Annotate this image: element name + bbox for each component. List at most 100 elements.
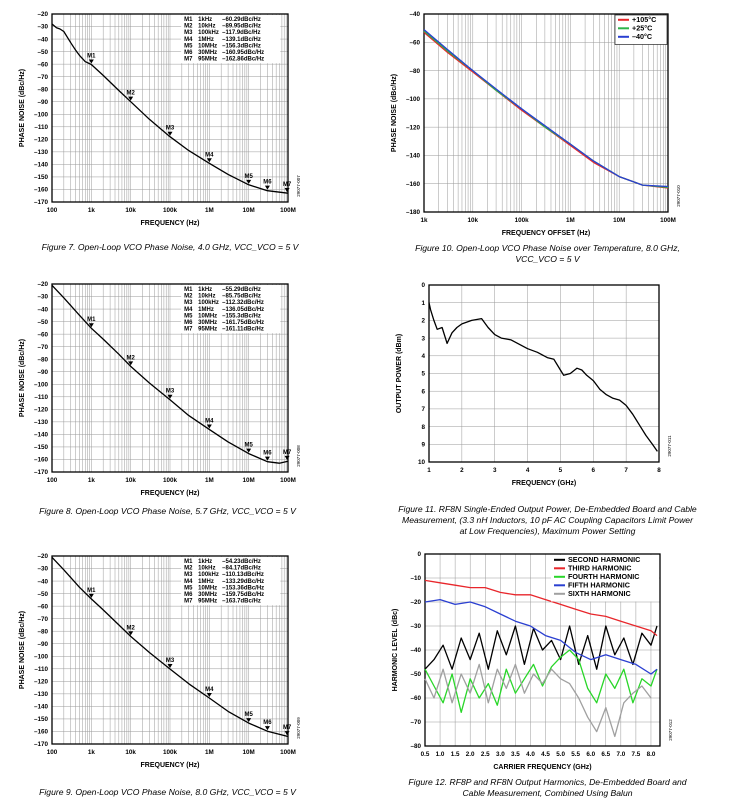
x-tick-label: 100k (163, 749, 178, 756)
figure-10-panel: –40 –60 –80 –100 –120 –140 –160 –180 1k 10k 100k 1M… (365, 0, 730, 270)
marker-triangle (264, 185, 270, 190)
marker-table-freq: 100kHz (198, 300, 219, 306)
x-tick-label: 2 (460, 467, 464, 474)
y-tick-label: –130 (34, 691, 49, 698)
y-tick-label: –30 (37, 566, 48, 573)
x-tick-label: 6.0 (586, 751, 595, 758)
marker-label: M4 (205, 418, 214, 424)
marker-label: M2 (126, 91, 135, 97)
marker-table-id: M2 (184, 294, 193, 300)
marker-table-id: M6 (184, 592, 193, 598)
marker-table-id: M2 (184, 566, 193, 572)
x-tick-label: 100k (163, 207, 178, 214)
series-line-0 (428, 302, 658, 452)
marker-triangle (128, 96, 134, 101)
series-line-0 (51, 556, 289, 738)
y-tick-label: –110 (34, 124, 48, 131)
marker-table-freq: 95MHz (198, 327, 217, 333)
y-tick-label: 1 (421, 300, 425, 307)
marker-triangle (264, 726, 270, 731)
y-tick-label: –140 (406, 153, 421, 160)
marker-table-value: –163.7dBc/Hz (222, 599, 261, 605)
marker-table-value: –153.36dBc/Hz (222, 585, 264, 591)
y-tick-label: –50 (37, 591, 48, 598)
y-tick-label: –80 (37, 86, 48, 93)
figure-9-panel: –20 –30 –40 –50 –60 –70 –80 –90 –100 –110 –120 –130… (0, 548, 301, 805)
marker-triangle (284, 455, 290, 460)
y-tick-label: –150 (34, 174, 49, 181)
y-tick-label: –150 (34, 444, 49, 451)
marker-table-freq: 1MHz (198, 579, 214, 585)
marker-label: M6 (263, 180, 272, 186)
marker-table-value: –159.75dBc/Hz (222, 592, 264, 598)
series-line-fourth-harmonic (424, 649, 658, 714)
series-line-fifth-harmonic (424, 598, 658, 675)
x-tick-label: 10k (125, 207, 136, 214)
marker-table-id: M3 (184, 300, 193, 306)
y-tick-label: –50 (410, 671, 421, 678)
y-tick-label: –20 (37, 11, 48, 18)
legend-label: –40°C (632, 32, 652, 41)
figure-8-chart: –20 –30 –40 –50 –60 –70 –80 –90 –100 –110 –120 –130… (19, 281, 301, 497)
marker-table-freq: 10kHz (198, 24, 215, 30)
x-tick-label: 1k (88, 207, 96, 214)
marker-table-id: M5 (184, 585, 193, 591)
y-tick-label: –10 (410, 575, 421, 582)
y-axis-title: PHASE NOISE (dBc/Hz) (19, 69, 26, 147)
figure-9-chart: –20 –30 –40 –50 –60 –70 –80 –90 –100 –110 –120 –130… (19, 553, 301, 769)
marker-table-value: –133.29dBc/Hz (222, 579, 264, 585)
y-tick-label: –130 (34, 149, 49, 156)
marker-table-freq: 30MHz (198, 50, 217, 56)
y-tick-label: –110 (34, 394, 48, 401)
y-axis-title: PHASE NOISE (dBc/Hz) (19, 339, 26, 417)
y-tick-label: 6 (421, 388, 425, 395)
y-tick-label: –100 (34, 111, 49, 118)
marker-label: M4 (205, 687, 214, 693)
y-tick-label: 0 (421, 282, 425, 289)
marker-table-id: M1 (184, 287, 193, 293)
x-tick-label: 3 (493, 467, 497, 474)
x-tick-label: 10M (243, 477, 255, 484)
x-tick-label: 10M (243, 749, 255, 756)
marker-label: M7 (283, 182, 292, 188)
y-tick-label: –140 (34, 432, 49, 439)
marker-triangle (167, 131, 173, 136)
series-line--40-c (423, 29, 669, 188)
y-tick-label: –20 (410, 599, 421, 606)
marker-table-value: –117.9dBc/Hz (222, 30, 260, 36)
y-tick-label: –170 (34, 469, 49, 476)
y-tick-label: –80 (37, 628, 48, 635)
x-tick-label: 5.5 (571, 751, 580, 758)
y-tick-label: –150 (34, 716, 49, 723)
plot-frame (51, 13, 289, 203)
x-tick-label: 6.5 (601, 751, 610, 758)
marker-table-value: –155.3dBc/Hz (222, 313, 261, 319)
marker-table-value: –55.29dBc/Hz (222, 287, 261, 293)
figure-12-caption: Figure 12. RF8P and RF8N Output Harmonic… (408, 777, 687, 798)
x-tick-label: 100k (515, 217, 530, 224)
series-line-0 (51, 23, 289, 194)
marker-table-value: –160.95dBc/Hz (222, 50, 264, 56)
marker-triangle (88, 323, 94, 328)
marker-table-id: M7 (184, 327, 193, 333)
x-tick-label: 1k (88, 477, 96, 484)
x-tick-label: 100M (660, 217, 676, 224)
legend-label: FIFTH HARMONIC (568, 581, 630, 590)
marker-triangle (128, 631, 134, 636)
x-tick-label: 1M (205, 749, 214, 756)
y-tick-label: 0 (417, 551, 421, 558)
y-tick-label: –100 (34, 653, 49, 660)
marker-table-freq: 1kHz (198, 17, 212, 23)
legend-label: SECOND HARMONIC (568, 555, 640, 564)
marker-table-value: –89.95dBc/Hz (222, 24, 261, 30)
y-tick-label: –30 (37, 294, 48, 301)
legend-label: +25°C (632, 24, 652, 33)
y-tick-label: –160 (406, 181, 421, 188)
y-tick-label: –90 (37, 641, 48, 648)
figure-7-chart: –20 –30 –40 –50 –60 –70 –80 –90 –100 –110 –120 –130… (19, 11, 301, 227)
legend-label: THIRD HARMONIC (568, 564, 631, 573)
figure-9-caption: Figure 9. Open-Loop VCO Phase Noise, 8.0… (39, 787, 296, 797)
y-tick-label: –120 (34, 679, 49, 686)
marker-triangle (246, 718, 252, 723)
y-tick-label: –30 (37, 24, 48, 31)
